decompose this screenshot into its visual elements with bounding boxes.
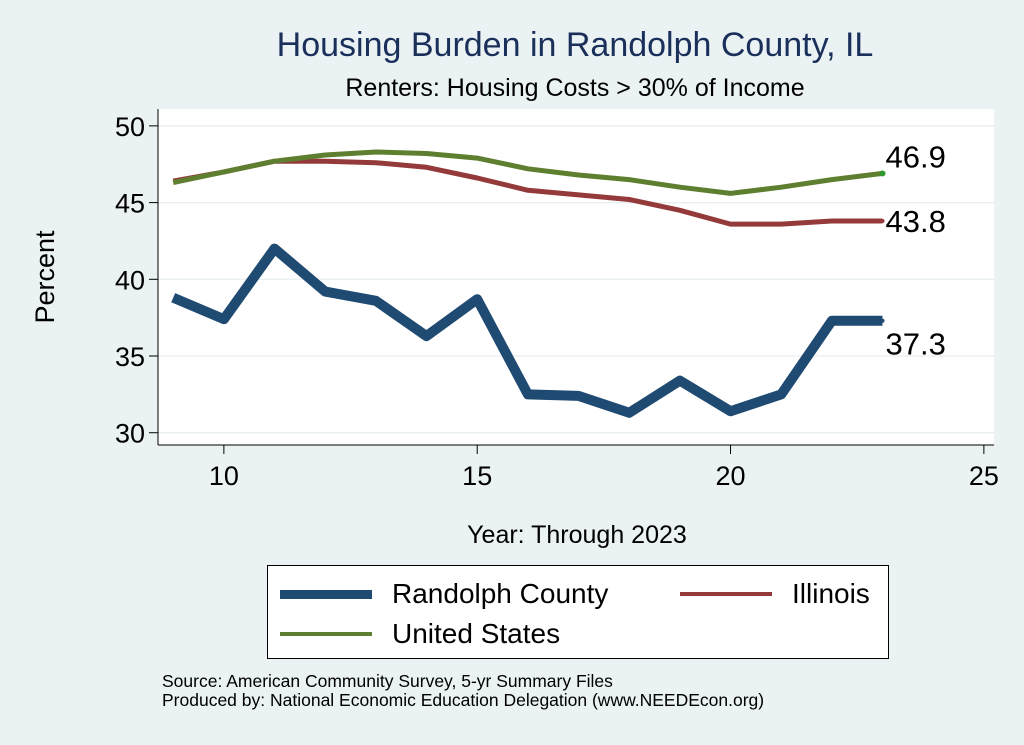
- legend-swatch-randolph-county: [280, 589, 372, 599]
- x-tick-label-15: 15: [462, 461, 492, 491]
- produced-by-line: Produced by: National Economic Education…: [162, 690, 765, 710]
- y-tick-label-30: 30: [115, 419, 145, 449]
- legend-item-randolph-county: Randolph County: [280, 578, 608, 610]
- legend-label-randolph-county: Randolph County: [392, 578, 609, 609]
- legend: Randolph County Illinois United States: [267, 565, 889, 659]
- y-tick-label-45: 45: [115, 189, 145, 219]
- x-axis-label: Year: Through 2023: [467, 521, 687, 549]
- end-label-randolph-county: 37.3: [886, 327, 946, 362]
- legend-swatch-illinois: [680, 592, 772, 596]
- grid: [158, 125, 994, 434]
- end-point-illinois: [880, 219, 885, 223]
- end-label-illinois: 43.8: [886, 204, 946, 239]
- series-line-randolph-county: [171, 243, 883, 418]
- chart-svg: 30 35 40 45 50 10 15 20 25 43.8 46.9 37.3 Percent…: [30, 109, 999, 549]
- x-axis: 10 15 20 25: [209, 445, 999, 491]
- source-line: Source: American Community Survey, 5-yr …: [162, 671, 613, 691]
- y-tick-label-40: 40: [115, 265, 145, 295]
- y-axis: 30 35 40 45 50: [115, 112, 158, 449]
- legend-label-united-states: United States: [392, 618, 561, 649]
- x-tick-label-25: 25: [969, 461, 999, 491]
- legend-item-illinois: Illinois: [680, 578, 870, 610]
- legend-label-illinois: Illinois: [792, 578, 870, 609]
- series-line-united-states: [172, 149, 883, 196]
- legend-item-united-states: United States: [280, 618, 560, 650]
- chart-title: Housing Burden in Randolph County, IL: [276, 26, 874, 64]
- end-point-randolph-county: [880, 318, 885, 323]
- end-label-united-states: 46.9: [886, 139, 946, 174]
- legend-swatch-united-states: [280, 632, 372, 636]
- plot-area: [158, 109, 994, 445]
- y-axis-label: Percent: [30, 230, 60, 324]
- end-point-united-states: [879, 170, 886, 177]
- y-tick-label-50: 50: [115, 112, 145, 142]
- x-tick-label-10: 10: [209, 461, 239, 491]
- x-tick-label-20: 20: [716, 461, 746, 491]
- y-tick-label-35: 35: [115, 342, 145, 372]
- end-labels: 43.8 46.9 37.3: [886, 139, 946, 361]
- source-note: Source: American Community Survey, 5-yr …: [162, 672, 764, 710]
- series-group: [171, 149, 886, 418]
- chart-subtitle: Renters: Housing Costs > 30% of Income: [345, 74, 805, 102]
